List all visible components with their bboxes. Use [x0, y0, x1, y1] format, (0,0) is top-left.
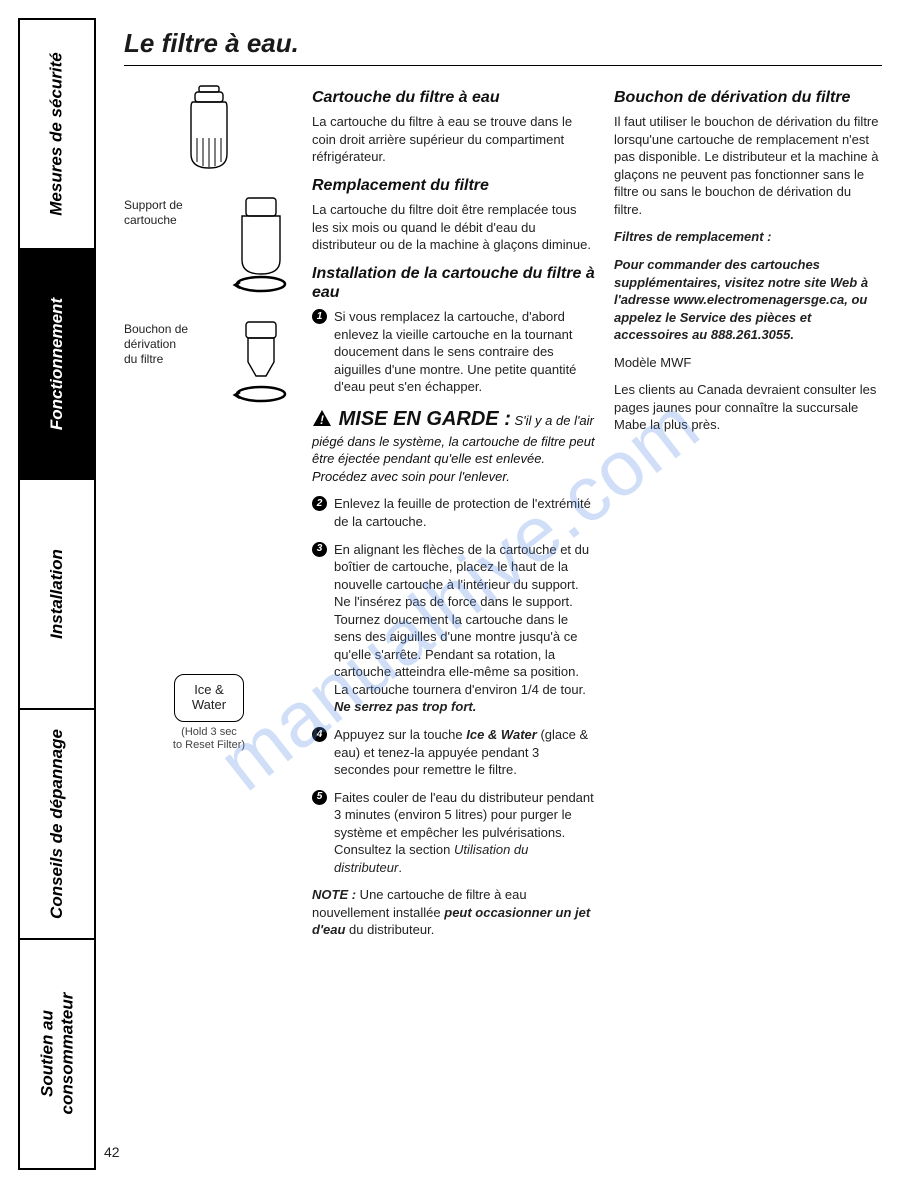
step-3-bold: Ne serrez pas trop fort. — [334, 699, 476, 714]
heading-remplacement: Remplacement du filtre — [312, 176, 596, 195]
bypass-label: Bouchon de dérivation du filtre — [124, 322, 222, 367]
step-4: 4 Appuyez sur la touche Ice & Water (gla… — [312, 726, 596, 779]
installation-steps-cont: 2 Enlevez la feuille de protection de l'… — [312, 495, 596, 876]
tab-label: Mesures de sécurité — [47, 52, 67, 215]
step-number-icon: 5 — [312, 790, 327, 805]
step-1: 1 Si vous remplacez la cartouche, d'abor… — [312, 308, 596, 396]
hold-reset-label: (Hold 3 sec to Reset Filter) — [124, 726, 294, 752]
ice-water-line2: Water — [185, 698, 233, 713]
note-text-b: du distributeur. — [345, 922, 434, 937]
step-2: 2 Enlevez la feuille de protection de l'… — [312, 495, 596, 530]
page-number: 42 — [104, 1144, 120, 1160]
para-canada: Les clients au Canada devraient consulte… — [614, 381, 882, 434]
tab-conseils-depannage[interactable]: Conseils de dépannage — [20, 710, 94, 940]
tab-label: Soutien au consommateur — [37, 993, 76, 1115]
bypass-plug-illustration: Bouchon de dérivation du filtre — [124, 318, 294, 414]
step-1-text: Si vous remplacez la cartouche, d'abord … — [334, 309, 576, 394]
holder-icon — [228, 194, 294, 298]
tab-installation[interactable]: Installation — [20, 480, 94, 710]
section-tabs-sidebar: Mesures de sécurité Fonctionnement Insta… — [18, 18, 96, 1170]
step-4-text-a: Appuyez sur la touche — [334, 727, 466, 742]
para-bypass: Il faut utiliser le bouchon de dérivatio… — [614, 113, 882, 218]
step-2-text: Enlevez la feuille de protection de l'ex… — [334, 496, 591, 529]
illustration-column: Support de cartouche Bouchon de dérivati… — [124, 82, 294, 939]
title-rule — [124, 65, 882, 66]
filter-cartridge-illustration — [124, 82, 294, 174]
bypass-icon — [228, 318, 294, 414]
para-cartouche-location: La cartouche du filtre à eau se trouve d… — [312, 113, 596, 166]
content-columns: Support de cartouche Bouchon de dérivati… — [124, 82, 882, 939]
subheading-replacement-filters: Filtres de remplacement : — [614, 228, 882, 246]
warning-triangle-icon: ! — [312, 409, 332, 432]
para-model: Modèle MWF — [614, 354, 882, 372]
svg-text:!: ! — [320, 413, 324, 427]
para-order-info: Pour commander des cartouches supplément… — [614, 256, 882, 344]
tab-label: Conseils de dépannage — [47, 729, 67, 919]
manual-page: Mesures de sécurité Fonctionnement Insta… — [0, 0, 918, 1188]
support-label: Support de cartouche — [124, 198, 222, 228]
tab-label: Fonctionnement — [47, 298, 67, 430]
tab-mesures-securite[interactable]: Mesures de sécurité — [20, 20, 94, 250]
step-number-icon: 1 — [312, 309, 327, 324]
cartridge-holder-illustration: Support de cartouche — [124, 194, 294, 298]
step-3-text: En alignant les flèches de la cartouche … — [334, 542, 589, 697]
warning-block: ! MISE EN GARDE : S'il y a de l'air piég… — [312, 406, 596, 486]
step-3: 3 En alignant les flèches de la cartouch… — [312, 541, 596, 716]
heading-cartouche: Cartouche du filtre à eau — [312, 88, 596, 107]
note-block: NOTE : Une cartouche de filtre à eau nou… — [312, 886, 596, 939]
step-number-icon: 2 — [312, 496, 327, 511]
para-remplacement: La cartouche du filtre doit être remplac… — [312, 201, 596, 254]
tab-soutien-consommateur[interactable]: Soutien au consommateur — [20, 940, 94, 1168]
right-column: Bouchon de dérivation du filtre Il faut … — [614, 82, 882, 939]
page-content: Le filtre à eau. — [96, 0, 918, 1188]
tab-label: Installation — [47, 549, 67, 639]
cartridge-icon — [177, 82, 241, 174]
ice-water-button-illustration: Ice & Water — [174, 674, 244, 722]
page-title: Le filtre à eau. — [124, 28, 882, 59]
step-5: 5 Faites couler de l'eau du distributeur… — [312, 789, 596, 877]
ice-water-line1: Ice & — [185, 683, 233, 698]
step-5-text-b: . — [398, 860, 402, 875]
tab-fonctionnement[interactable]: Fonctionnement — [20, 250, 94, 480]
step-number-icon: 3 — [312, 542, 327, 557]
heading-bypass: Bouchon de dérivation du filtre — [614, 88, 882, 107]
note-label: NOTE : — [312, 887, 356, 902]
installation-steps: 1 Si vous remplacez la cartouche, d'abor… — [312, 308, 596, 396]
step-4-bold: Ice & Water — [466, 727, 537, 742]
heading-installation: Installation de la cartouche du filtre à… — [312, 264, 596, 302]
step-number-icon: 4 — [312, 727, 327, 742]
warning-heading: MISE EN GARDE : — [339, 408, 511, 430]
main-column: Cartouche du filtre à eau La cartouche d… — [312, 82, 596, 939]
